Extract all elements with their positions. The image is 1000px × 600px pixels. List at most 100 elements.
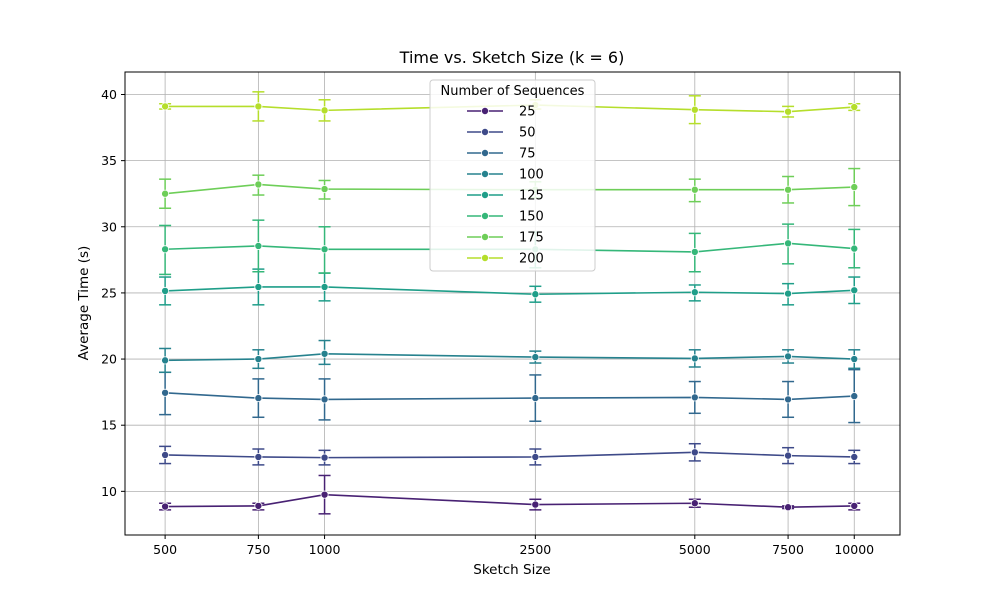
y-tick-label: 35 [101, 153, 117, 168]
legend-box [429, 79, 596, 272]
x-axis: 500 750 1000 2500 5000 7500 10000 [153, 535, 874, 557]
chart-title: Time vs. Sketch Size (k = 6) [399, 48, 625, 67]
data-point [531, 353, 540, 362]
data-point [254, 501, 263, 510]
x-tick-label: 7500 [772, 542, 804, 557]
legend-items: 25 50 75 100 125 150 175 200 [467, 105, 544, 267]
y-tick-label: 15 [101, 418, 117, 433]
y-tick-label: 25 [101, 285, 117, 300]
data-point [254, 282, 263, 291]
data-point [850, 452, 859, 461]
y-tick-label: 10 [101, 484, 117, 499]
legend-title: Number of Sequences [441, 84, 585, 99]
legend-label: 100 [519, 168, 544, 183]
data-point [320, 395, 329, 404]
series-75 [159, 368, 861, 424]
data-point [690, 499, 699, 508]
data-point [254, 102, 263, 111]
data-point [850, 501, 859, 510]
legend-marker [480, 169, 489, 178]
x-tick-label: 500 [153, 542, 177, 557]
x-tick-label: 5000 [679, 542, 711, 557]
data-point [531, 290, 540, 299]
data-point [254, 394, 263, 403]
series-100 [159, 339, 861, 374]
data-point [850, 183, 859, 192]
x-tick-label: 750 [246, 542, 270, 557]
legend-entry: 125 [467, 189, 544, 204]
legend-entry: 75 [467, 147, 536, 162]
series-25 [159, 474, 861, 515]
data-point [690, 105, 699, 114]
data-point [784, 289, 793, 298]
data-point [320, 490, 329, 499]
y-tick-label: 20 [101, 352, 117, 367]
data-point [784, 395, 793, 404]
legend: Number of Sequences 25 50 75 100 125 150 175 20… [429, 79, 596, 272]
data-point [161, 189, 170, 198]
data-point [161, 356, 170, 365]
data-point [690, 354, 699, 363]
x-axis-label: Sketch Size [473, 562, 551, 578]
legend-label: 125 [519, 189, 544, 204]
data-point [850, 392, 859, 401]
data-point [320, 185, 329, 194]
x-tick-label: 2500 [519, 542, 551, 557]
data-point [531, 500, 540, 509]
data-point [850, 244, 859, 253]
data-point [690, 247, 699, 256]
data-point [161, 245, 170, 254]
legend-label: 175 [519, 231, 544, 246]
data-point [690, 288, 699, 297]
y-tick-label: 30 [101, 219, 117, 234]
data-point [784, 352, 793, 361]
legend-label: 25 [519, 105, 536, 120]
data-point [320, 282, 329, 291]
series-layer [159, 91, 861, 515]
data-point [161, 102, 170, 111]
legend-marker [480, 253, 489, 262]
data-point [254, 355, 263, 364]
data-point [254, 241, 263, 250]
x-tick-label: 1000 [309, 542, 341, 557]
legend-entry: 100 [467, 168, 544, 183]
data-point [784, 503, 793, 512]
legend-marker [480, 107, 489, 116]
legend-entry: 200 [467, 252, 544, 267]
legend-marker [480, 232, 489, 241]
data-point [254, 180, 263, 189]
data-point [320, 453, 329, 462]
data-point [690, 393, 699, 402]
data-point [690, 185, 699, 194]
x-tick-label: 10000 [834, 542, 874, 557]
legend-entry: 25 [467, 105, 536, 120]
data-point [784, 185, 793, 194]
y-axis: 10 15 20 25 30 35 40 [101, 87, 125, 499]
y-axis-label: Average Time (s) [76, 246, 92, 361]
data-point [161, 450, 170, 459]
y-tick-label: 40 [101, 87, 117, 102]
legend-entry: 175 [467, 231, 544, 246]
legend-marker [480, 190, 489, 199]
legend-entry: 150 [467, 210, 544, 225]
legend-label: 50 [519, 126, 536, 141]
legend-label: 150 [519, 210, 544, 225]
data-point [850, 103, 859, 112]
legend-label: 75 [519, 147, 536, 162]
data-point [850, 286, 859, 295]
series-50 [159, 442, 861, 466]
data-point [531, 452, 540, 461]
data-point [531, 394, 540, 403]
plot-frame [124, 71, 901, 536]
data-point [690, 448, 699, 457]
legend-entry: 50 [467, 126, 536, 141]
series-175 [159, 167, 861, 210]
data-point [850, 355, 859, 364]
legend-marker [480, 211, 489, 220]
data-point [784, 107, 793, 116]
data-point [254, 452, 263, 461]
data-point [320, 106, 329, 115]
data-point [161, 286, 170, 295]
data-point [320, 349, 329, 358]
